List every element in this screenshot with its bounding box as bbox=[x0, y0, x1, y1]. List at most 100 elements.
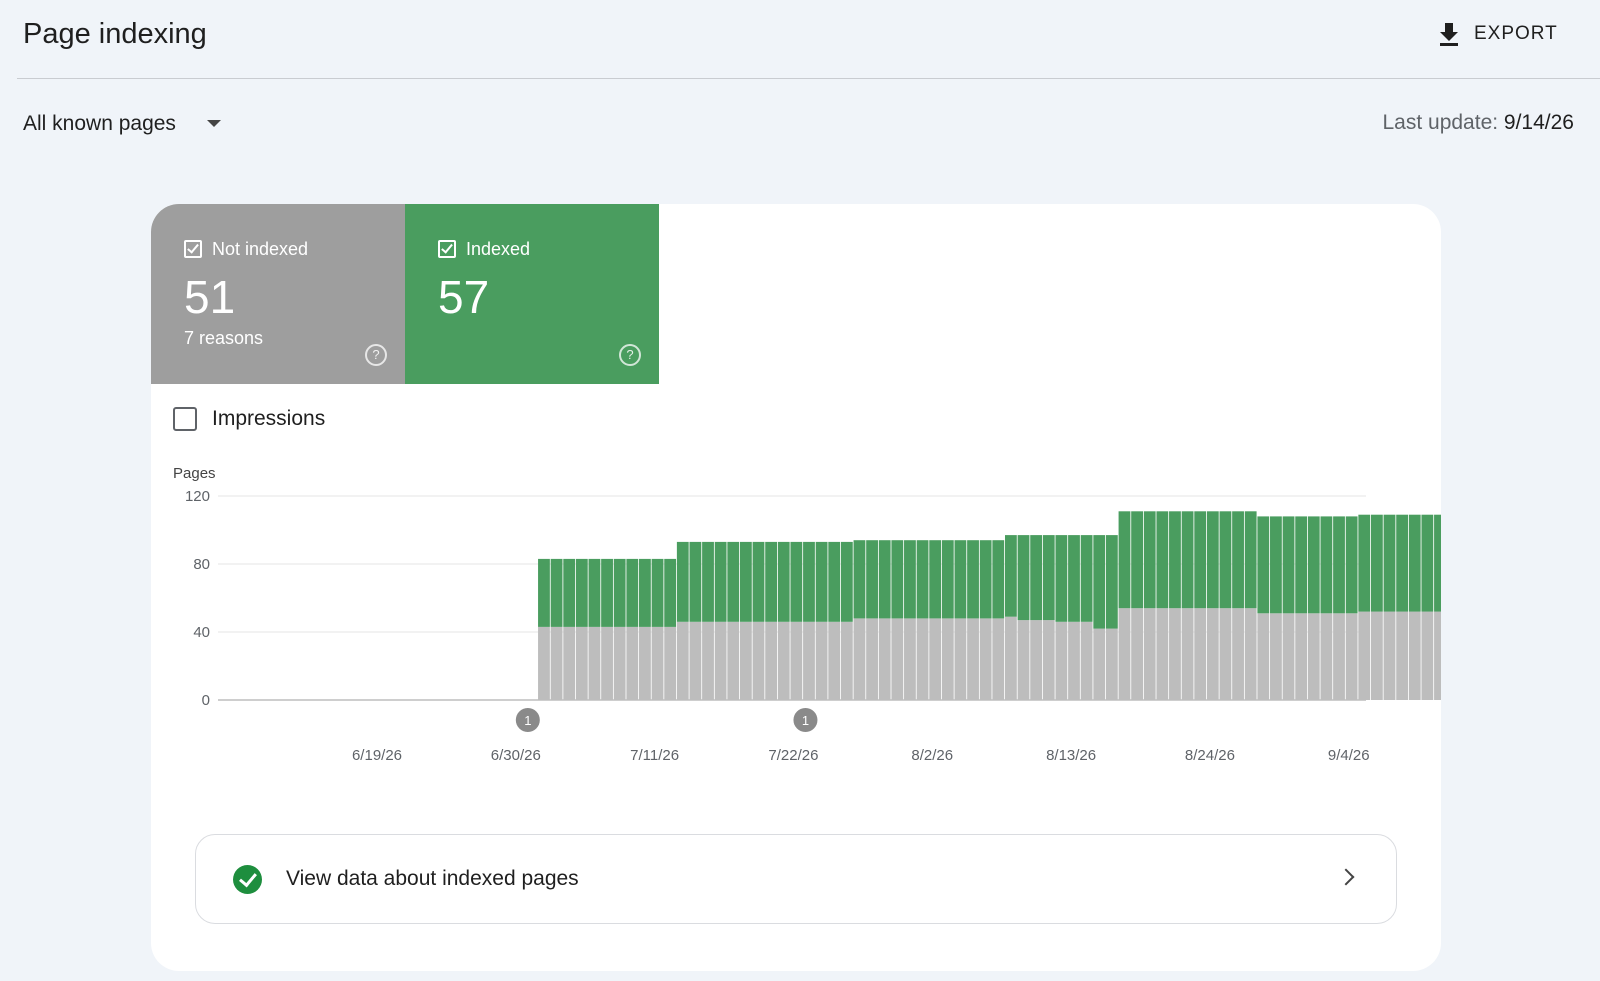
x-tick-label: 7/22/26 bbox=[768, 747, 818, 764]
x-tick-label: 7/11/26 bbox=[630, 747, 679, 764]
bar-not-indexed bbox=[550, 626, 563, 700]
bar-not-indexed bbox=[702, 621, 714, 700]
bar-indexed bbox=[1408, 514, 1421, 612]
bar-not-indexed bbox=[803, 621, 815, 700]
bar-not-indexed bbox=[714, 621, 727, 700]
bar-indexed bbox=[1320, 516, 1333, 614]
bar-not-indexed bbox=[840, 621, 853, 700]
x-tick-label: 6/30/26 bbox=[491, 747, 541, 764]
bar-indexed bbox=[1080, 535, 1093, 622]
bar-not-indexed bbox=[1383, 611, 1396, 700]
bar-not-indexed bbox=[1143, 608, 1156, 700]
page-filter-dropdown[interactable]: All known pages bbox=[23, 112, 222, 136]
bar-indexed bbox=[651, 558, 664, 627]
bar-not-indexed bbox=[1370, 611, 1383, 700]
bar-indexed bbox=[866, 540, 878, 619]
bar-not-indexed bbox=[1131, 608, 1143, 700]
bar-indexed bbox=[1307, 516, 1320, 614]
not-indexed-tile[interactable]: Not indexed 51 7 reasons ? bbox=[151, 204, 405, 384]
bar-indexed bbox=[916, 540, 929, 619]
bar-not-indexed bbox=[1307, 613, 1320, 700]
bar-not-indexed bbox=[538, 626, 550, 700]
bar-indexed bbox=[878, 540, 891, 619]
bar-not-indexed bbox=[1244, 608, 1257, 700]
impressions-checkbox[interactable] bbox=[173, 407, 197, 431]
bar-not-indexed bbox=[588, 626, 601, 700]
bar-not-indexed bbox=[765, 621, 778, 700]
bar-indexed bbox=[714, 541, 727, 622]
bar-indexed bbox=[1181, 511, 1194, 609]
x-tick-label: 9/4/26 bbox=[1328, 747, 1370, 764]
y-tick-label: 120 bbox=[185, 488, 210, 505]
bar-indexed bbox=[891, 540, 904, 619]
bar-indexed bbox=[967, 540, 979, 619]
indexed-checkbox-icon[interactable] bbox=[438, 240, 456, 258]
impressions-label: Impressions bbox=[212, 407, 326, 430]
indexed-label: Indexed bbox=[466, 239, 531, 259]
bar-indexed bbox=[992, 540, 1005, 619]
bar-indexed bbox=[853, 540, 866, 619]
bar-not-indexed bbox=[891, 618, 904, 700]
bar-indexed bbox=[1131, 511, 1143, 609]
bar-not-indexed bbox=[1270, 613, 1282, 700]
bar-not-indexed bbox=[853, 618, 866, 700]
help-icon[interactable]: ? bbox=[619, 344, 641, 366]
bar-indexed bbox=[1434, 514, 1441, 612]
bar-indexed bbox=[828, 541, 841, 622]
bar-not-indexed bbox=[967, 618, 979, 700]
last-update-value: 9/14/26 bbox=[1503, 111, 1574, 134]
bar-indexed bbox=[1345, 516, 1358, 614]
bar-indexed bbox=[1270, 516, 1282, 614]
bar-indexed bbox=[613, 558, 626, 627]
bar-indexed bbox=[1396, 514, 1409, 612]
bar-indexed bbox=[601, 558, 613, 627]
bar-not-indexed bbox=[1434, 611, 1441, 700]
bar-not-indexed bbox=[752, 621, 765, 700]
pages-chart: Pages 0 40 80 120 6/19/26 6/30/26 7/11/26 7/22/2… bbox=[173, 465, 1441, 764]
not-indexed-checkbox-icon[interactable] bbox=[184, 240, 202, 258]
bar-not-indexed bbox=[639, 626, 651, 700]
check-circle-icon bbox=[233, 865, 262, 894]
bar-indexed bbox=[790, 541, 803, 622]
bar-not-indexed bbox=[866, 618, 878, 700]
bar-indexed bbox=[954, 540, 967, 619]
bar-not-indexed bbox=[1345, 613, 1358, 700]
bar-not-indexed bbox=[1169, 608, 1181, 700]
bar-indexed bbox=[1005, 535, 1017, 617]
help-icon[interactable]: ? bbox=[365, 344, 387, 366]
bar-not-indexed bbox=[979, 618, 992, 700]
annotation-marker bbox=[793, 708, 818, 732]
bar-indexed bbox=[1194, 511, 1207, 609]
view-indexed-pages-label: View data about indexed pages bbox=[286, 867, 579, 890]
annotation-label: 1 bbox=[524, 713, 531, 728]
bar-not-indexed bbox=[1408, 611, 1421, 700]
indexing-card: Not indexed 51 7 reasons ? Indexed 57 ? … bbox=[151, 204, 1441, 971]
bar-indexed bbox=[575, 558, 588, 627]
bar-indexed bbox=[1244, 511, 1257, 609]
export-button[interactable]: EXPORT bbox=[1438, 18, 1558, 50]
bar-not-indexed bbox=[1017, 620, 1030, 700]
bar-indexed bbox=[941, 540, 954, 619]
header-divider bbox=[17, 78, 1600, 79]
bar-indexed bbox=[777, 541, 790, 622]
bar-not-indexed bbox=[941, 618, 954, 700]
view-indexed-pages-link[interactable]: View data about indexed pages bbox=[195, 834, 1397, 924]
bar-not-indexed bbox=[1206, 608, 1219, 700]
bar-not-indexed bbox=[1055, 621, 1068, 700]
y-tick-label: 80 bbox=[193, 556, 210, 573]
bar-indexed bbox=[1257, 516, 1270, 614]
bar-indexed bbox=[739, 541, 752, 622]
bar-indexed bbox=[840, 541, 853, 622]
bar-not-indexed bbox=[1030, 620, 1043, 700]
download-icon bbox=[1440, 23, 1458, 46]
bar-indexed bbox=[1383, 514, 1396, 612]
indexed-tile[interactable]: Indexed 57 ? bbox=[405, 204, 659, 384]
impressions-toggle[interactable]: Impressions bbox=[173, 407, 325, 431]
bar-not-indexed bbox=[790, 621, 803, 700]
bar-indexed bbox=[563, 558, 576, 627]
bar-indexed bbox=[929, 540, 942, 619]
bar-not-indexed bbox=[878, 618, 891, 700]
bar-indexed bbox=[815, 541, 828, 622]
page-header: Page indexing EXPORT bbox=[0, 0, 1600, 80]
bar-not-indexed bbox=[904, 618, 916, 700]
